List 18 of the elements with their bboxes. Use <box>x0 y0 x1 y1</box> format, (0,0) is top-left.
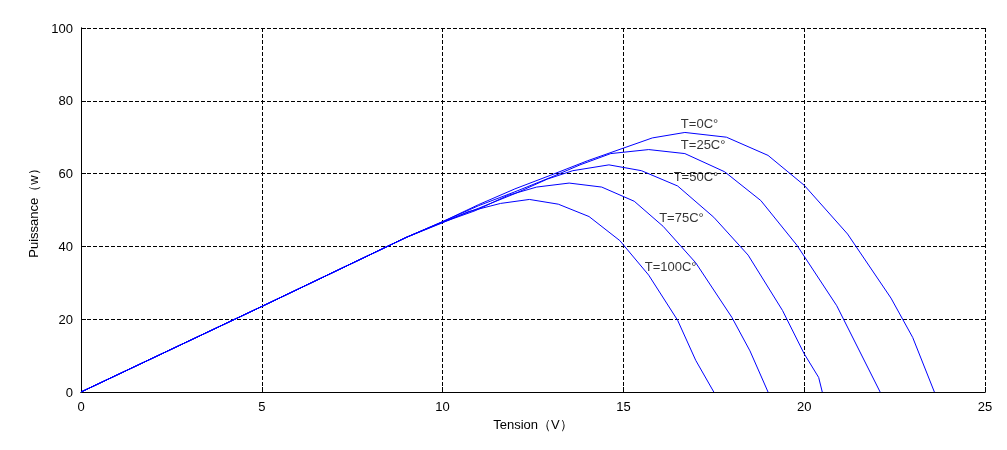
y-tick-label: 40 <box>58 238 73 254</box>
x-tick-label: 20 <box>796 399 812 414</box>
annotation: T=100C° <box>644 258 697 274</box>
y-tick-label: 80 <box>58 93 73 109</box>
y-tick-label: 100 <box>51 20 73 36</box>
x-tick-label: 25 <box>977 399 993 414</box>
x-tick-label: 0 <box>77 399 85 414</box>
annotation: T=0C° <box>680 115 719 131</box>
x-tick-label: 15 <box>616 399 631 414</box>
annotation: T=75C° <box>659 209 704 225</box>
y-axis-title: Puissance（w） <box>26 162 42 258</box>
y-tick-label: 60 <box>58 166 73 182</box>
x-tick-label: 10 <box>435 399 450 414</box>
annotation: T=25C° <box>680 137 726 153</box>
y-tick-label: 0 <box>65 384 73 400</box>
y-tick-label: 20 <box>58 311 73 327</box>
x-axis-title: Tension（V） <box>493 416 573 432</box>
x-tick-label: 5 <box>258 399 266 414</box>
